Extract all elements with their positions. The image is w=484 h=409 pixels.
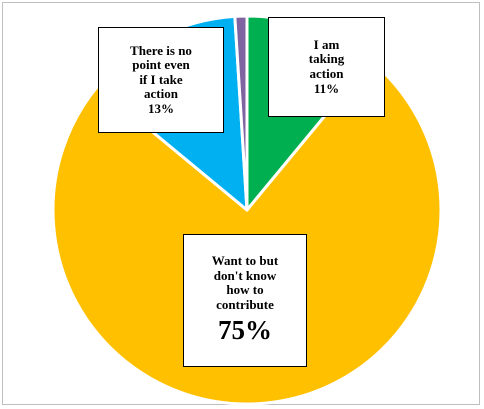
data-label-taking-action: I am taking action 11%: [268, 17, 385, 117]
pie-slice-3: [233, 14, 249, 212]
data-label-dont-know: Want to but don't know how to contribute…: [183, 234, 307, 367]
label-percent: 75%: [218, 315, 272, 346]
label-percent: 13%: [148, 100, 174, 116]
label-text: Want to but don't know how to contribute: [211, 253, 279, 312]
data-label-no-point: There is no point even if I take action …: [98, 27, 224, 133]
label-percent: 11%: [313, 80, 340, 96]
pie-slice-1: [51, 59, 443, 406]
label-text: There is no point even if I take action: [130, 42, 192, 102]
label-text: I am taking action: [308, 36, 345, 81]
